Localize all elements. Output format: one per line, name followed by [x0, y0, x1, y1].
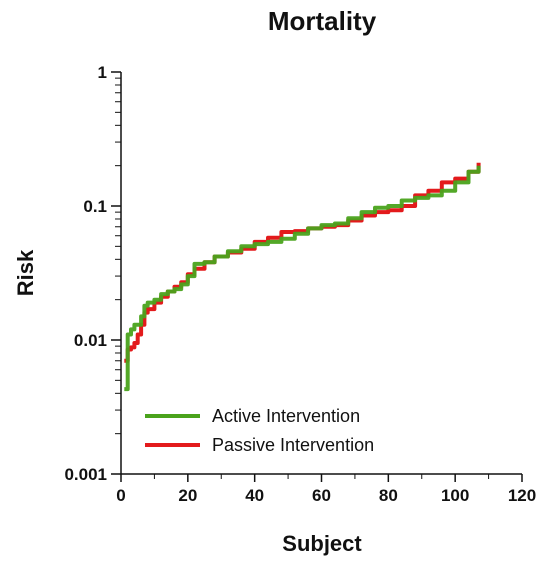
- legend-label-passive: Passive Intervention: [212, 435, 374, 455]
- chart-title: Mortality: [268, 6, 377, 36]
- series-layer: [124, 162, 481, 392]
- axis-ticks: 0 20 40 60 80 100 120 0.001 0.01 0.1 1: [64, 63, 536, 505]
- legend-label-active: Active Intervention: [212, 406, 360, 426]
- active-intervention-line: [124, 165, 481, 392]
- x-tick-label: 60: [312, 486, 331, 505]
- x-tick-label: 100: [441, 486, 469, 505]
- x-tick-label: 80: [379, 486, 398, 505]
- x-axis-label: Subject: [282, 531, 362, 556]
- y-tick-label: 0.001: [64, 465, 107, 484]
- x-tick-label: 40: [245, 486, 264, 505]
- x-tick-label: 20: [178, 486, 197, 505]
- x-tick-label: 0: [116, 486, 125, 505]
- passive-intervention-line: [124, 162, 481, 363]
- y-tick-label: 0.01: [74, 331, 107, 350]
- x-tick-label: 120: [508, 486, 536, 505]
- legend: Active Intervention Passive Intervention: [145, 406, 374, 455]
- y-tick-label: 0.1: [83, 197, 107, 216]
- y-tick-label: 1: [98, 63, 107, 82]
- y-axis-label: Risk: [13, 249, 38, 296]
